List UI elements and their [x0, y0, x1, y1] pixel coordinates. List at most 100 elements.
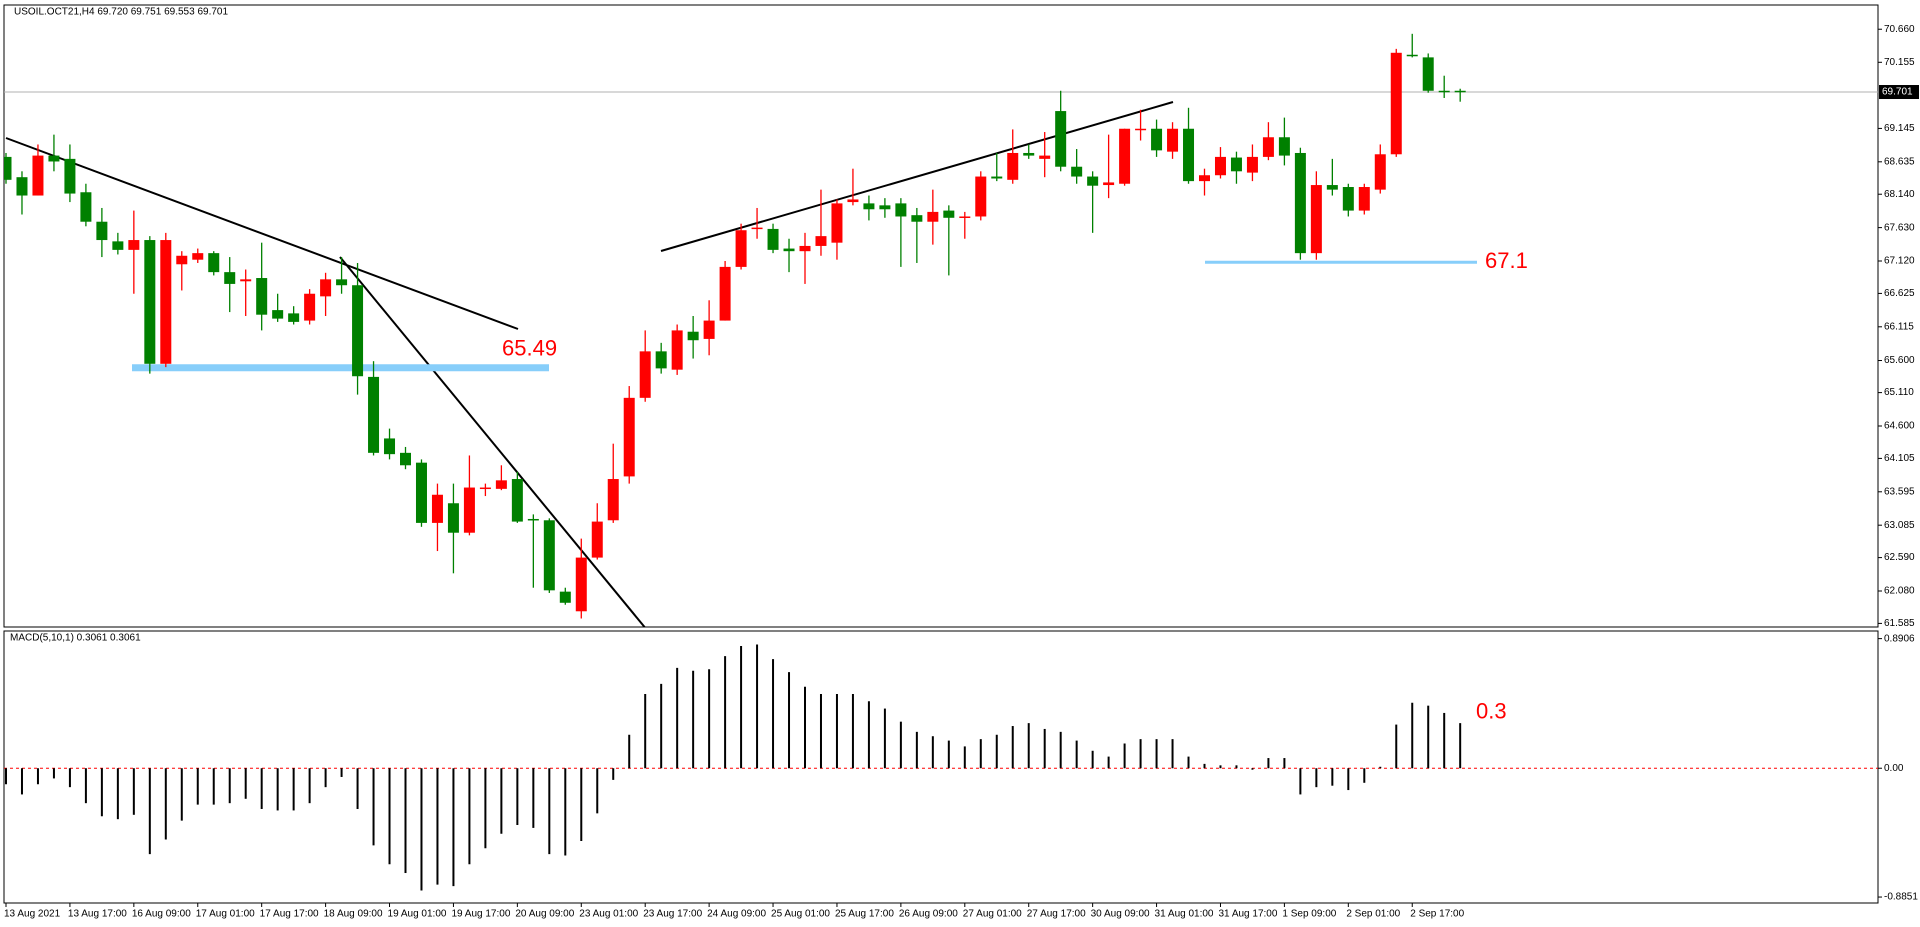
y-tick-label: 62.080: [1884, 586, 1915, 597]
candle-body: [400, 452, 411, 466]
candle-body: [463, 487, 475, 533]
x-tick-label: 23 Aug 01:00: [579, 909, 638, 920]
candle-body: [1310, 185, 1322, 254]
trend-lines: [5, 101, 1174, 627]
y-tick-label: 65.600: [1884, 355, 1915, 366]
candle-body: [543, 520, 555, 591]
candle-body: [352, 285, 364, 377]
candle-body: [943, 210, 955, 218]
y-tick-label: 65.110: [1884, 387, 1914, 398]
candle-body: [1151, 128, 1163, 151]
y-tick-label: 0.00: [1884, 763, 1904, 774]
x-tick-label: 17 Aug 17:00: [260, 909, 319, 920]
last-price-box: [1879, 85, 1919, 100]
candle-body: [240, 279, 252, 282]
candle-body: [687, 331, 699, 341]
candle-body: [767, 228, 779, 250]
candle-body: [1294, 152, 1306, 254]
y-tick-label: 61.585: [1884, 618, 1915, 629]
candle-body: [1454, 90, 1466, 93]
trend-line: [339, 256, 646, 627]
x-tick-label: 27 Aug 17:00: [1027, 909, 1086, 920]
candle-body: [1071, 166, 1083, 177]
candle-body: [527, 518, 539, 521]
candle-body: [1167, 128, 1179, 152]
candle-body: [975, 176, 987, 217]
x-tick-label: 31 Aug 01:00: [1155, 909, 1214, 920]
candle-body: [479, 487, 491, 490]
y-tick-label: 66.625: [1884, 288, 1915, 299]
candle-body: [495, 480, 507, 489]
candle-body: [1262, 137, 1274, 157]
candle-body: [1246, 156, 1258, 173]
macd-histogram: [4, 644, 1878, 891]
candle-body: [368, 376, 380, 453]
candle-body: [1230, 157, 1242, 172]
candle-body: [272, 310, 284, 319]
y-tick-label: 0.8906: [1884, 633, 1915, 644]
annotation-label: 0.3: [1476, 698, 1507, 723]
candle-body: [1326, 185, 1338, 190]
x-tick-label: 13 Aug 17:00: [68, 909, 127, 920]
candle-body: [1039, 155, 1051, 159]
chart-title: USOIL.OCT21,H4 69.720 69.751 69.553 69.7…: [14, 7, 228, 18]
candle-body: [927, 211, 939, 222]
candle-body: [1390, 52, 1402, 155]
y-tick-label: 66.115: [1884, 321, 1914, 332]
candle-body: [1422, 57, 1434, 91]
candle-body: [1374, 154, 1386, 190]
macd-title: MACD(5,10,1) 0.3061 0.3061: [10, 633, 141, 644]
candle-body: [1119, 128, 1131, 184]
y-tick-label: 69.145: [1884, 123, 1915, 134]
x-tick-label: 2 Sep 01:00: [1346, 909, 1400, 920]
candle-body: [911, 215, 923, 222]
candle-body: [144, 240, 156, 364]
candle-body: [799, 245, 811, 252]
candle-body: [879, 205, 891, 210]
x-tick-label: 23 Aug 17:00: [643, 909, 702, 920]
candle-body: [4, 156, 12, 180]
candle-body: [735, 230, 747, 267]
candle-body: [655, 351, 667, 369]
candle-body: [847, 199, 859, 203]
axes: 70.660 70.155 69.145 68.635 68.140 67.630 67.1…: [4, 24, 1919, 920]
y-tick-label: 63.085: [1884, 520, 1915, 531]
candle-body: [112, 241, 124, 250]
candle-body: [192, 253, 204, 260]
candle-body: [336, 279, 348, 286]
candle-body: [1199, 175, 1210, 182]
candle-body: [447, 503, 459, 533]
y-tick-label: 67.630: [1884, 222, 1915, 233]
y-tick-label: 64.105: [1884, 453, 1915, 464]
candle-body: [703, 320, 715, 339]
candle-body: [1358, 187, 1370, 211]
candle-body: [639, 351, 651, 398]
candle-body: [991, 176, 1003, 179]
y-tick-label: 63.595: [1884, 486, 1915, 497]
candle-body: [1278, 137, 1290, 156]
macd-panel: [3, 630, 1879, 904]
candle-body: [160, 240, 172, 364]
candle-body: [431, 494, 443, 523]
candle-body: [96, 221, 108, 241]
x-tick-label: 19 Aug 17:00: [451, 909, 510, 920]
candle-body: [415, 462, 427, 523]
x-tick-label: 27 Aug 01:00: [963, 909, 1022, 920]
candle-body: [1438, 90, 1450, 93]
candle-body: [208, 253, 220, 273]
candle-body: [1214, 156, 1226, 176]
candle-body: [831, 203, 843, 243]
candle-body: [1055, 111, 1067, 167]
candle-body: [863, 203, 875, 210]
candle-body: [895, 203, 907, 217]
candle-body: [224, 272, 236, 284]
x-tick-label: 2 Sep 17:00: [1410, 909, 1464, 920]
y-tick-label: -0.8851: [1884, 892, 1918, 903]
x-tick-label: 31 Aug 17:00: [1218, 909, 1277, 920]
annotation-label: 67.1: [1485, 248, 1528, 273]
y-tick-label: 62.590: [1884, 552, 1915, 563]
candle-body: [32, 155, 44, 196]
candle-body: [1103, 182, 1115, 186]
candle-body: [64, 158, 76, 194]
